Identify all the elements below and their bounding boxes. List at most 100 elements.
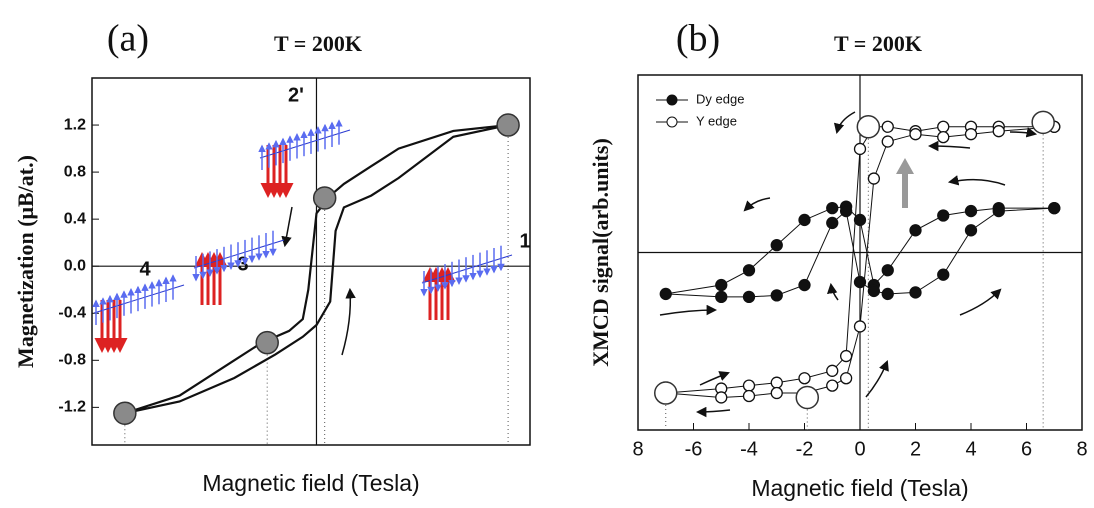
data-point <box>937 130 950 144</box>
spin-diagrams <box>92 119 513 353</box>
data-point <box>798 213 811 227</box>
x-tick-label: 2 <box>910 438 921 460</box>
x-tick-label: 0 <box>854 438 865 460</box>
blue-spin-axis <box>259 129 351 159</box>
series-line <box>124 124 509 415</box>
annotation: 3 <box>237 253 248 275</box>
plots: (a) T = 200K Magnetic field (Tesla) Magneti… <box>13 18 1088 501</box>
data-point <box>909 286 922 299</box>
highlight-point <box>496 113 520 137</box>
x-tick-label: 8 <box>1076 438 1087 460</box>
data-point <box>826 201 839 215</box>
highlight-point <box>795 385 820 410</box>
annotation: 2' <box>288 84 304 106</box>
data-point <box>992 204 1005 218</box>
data-point <box>937 209 950 222</box>
data-point <box>839 349 853 363</box>
chart-title: T = 200K <box>274 31 362 56</box>
data-point <box>659 287 672 301</box>
arrow <box>826 282 839 301</box>
data-point <box>909 224 922 237</box>
arrow <box>1009 127 1038 138</box>
highlight-point <box>1031 110 1055 135</box>
data-point <box>992 125 1005 138</box>
y-tick-label: 0.0 <box>64 257 86 274</box>
data-point <box>742 389 756 403</box>
annotation: 1 <box>519 230 530 252</box>
arrow <box>743 197 771 212</box>
sweep-arrows <box>281 111 1038 418</box>
data-point <box>881 287 894 301</box>
plot-frame <box>91 77 531 446</box>
data-point <box>742 264 756 277</box>
data-point <box>937 268 950 281</box>
data-point <box>964 224 978 237</box>
blue-spin-axis <box>421 254 513 284</box>
arrow <box>695 406 731 418</box>
arrow <box>699 371 730 386</box>
highlight-point <box>856 115 881 139</box>
highlight-point <box>255 330 279 355</box>
data-point <box>1048 201 1061 215</box>
arrow <box>281 206 293 248</box>
data-point <box>770 386 783 400</box>
arrow <box>659 304 718 316</box>
arrow <box>959 288 1002 316</box>
data-point <box>853 320 867 333</box>
x-tick-label: -2 <box>796 438 814 460</box>
data-point <box>839 372 853 385</box>
data-point <box>826 379 839 392</box>
data-point <box>770 289 783 302</box>
data-point <box>715 290 728 304</box>
panel-label: (a) <box>107 18 149 60</box>
highlight-point <box>312 186 337 210</box>
gray-arrow-head <box>896 158 914 174</box>
y-tick-label: 1.2 <box>64 116 86 133</box>
data-point <box>798 278 811 292</box>
annotation: 4 <box>139 258 151 280</box>
legend-label: Dy edge <box>696 91 744 106</box>
x-axis-label: Magnetic field (Tesla) <box>751 475 968 501</box>
data-point <box>742 290 756 304</box>
data-point <box>853 142 867 156</box>
data-point <box>867 172 881 185</box>
data-point <box>839 204 853 218</box>
arrow <box>927 140 971 152</box>
data-point <box>826 364 839 377</box>
x-tick-label: 8 <box>632 438 643 460</box>
x-tick-label: -4 <box>740 438 758 460</box>
data-point <box>881 264 894 277</box>
data-point <box>715 391 728 404</box>
data-point <box>826 216 839 230</box>
y-axis-label: XMCD signal(arb.units) <box>588 138 613 367</box>
x-tick-label: -6 <box>685 438 703 460</box>
highlight-point <box>654 381 678 405</box>
data-point <box>881 135 894 148</box>
data-point <box>881 120 894 133</box>
y-tick-label: -1.2 <box>58 399 86 416</box>
legend-marker <box>666 94 678 106</box>
y-tick-label: 0.4 <box>64 210 86 227</box>
x-tick-label: 4 <box>965 438 976 460</box>
y-tick-label: 0.8 <box>64 163 86 180</box>
highlight-point <box>113 401 137 425</box>
y-tick-label: -0.8 <box>58 352 86 369</box>
x-tick-label: 6 <box>1021 438 1032 460</box>
data-point <box>798 372 811 385</box>
data-point <box>853 213 867 227</box>
data-point <box>937 120 950 133</box>
data-point <box>853 275 867 289</box>
data-point <box>964 128 978 141</box>
legend-label: Y edge <box>696 113 737 128</box>
data-point <box>715 278 728 292</box>
y-tick-label: -0.4 <box>58 304 86 321</box>
data-point <box>770 376 783 389</box>
data-point <box>909 128 922 141</box>
y-axis-label: Magnetization (μB/at.) <box>13 155 38 368</box>
legend-marker <box>666 116 678 128</box>
arrow <box>865 360 889 398</box>
x-axis-label: Magnetic field (Tesla) <box>202 470 419 496</box>
arrow <box>833 111 856 135</box>
blue-spin-axis <box>93 284 185 314</box>
